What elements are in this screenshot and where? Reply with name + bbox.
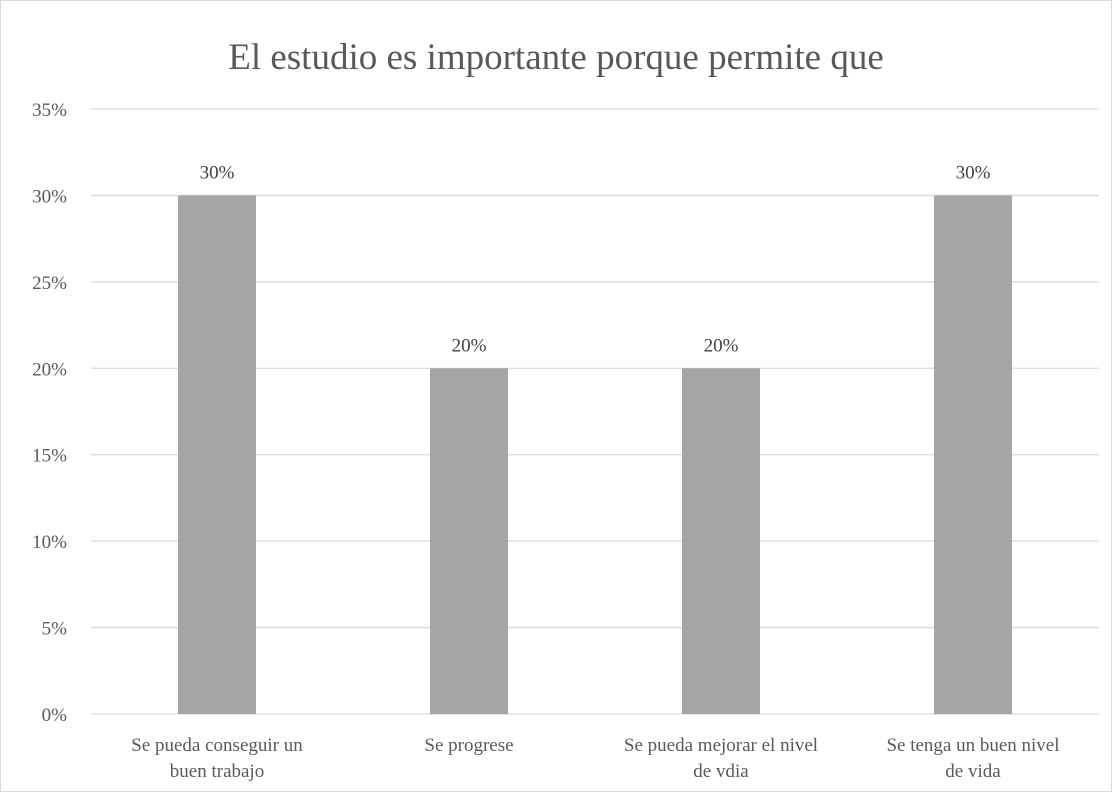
category-label: Se pueda conseguir un buen trabajo [131,735,303,782]
bar [682,368,760,714]
y-tick-label: 30% [32,186,67,207]
bar [430,368,508,714]
y-axis-ticks: 0% 5% 10% 15% 20% 25% 30% 35% [32,100,67,726]
y-tick-label: 15% [32,446,67,467]
bar [934,195,1012,714]
data-label: 30% [956,162,991,183]
data-label: 20% [452,335,487,356]
bars [178,195,1012,714]
gridlines [91,108,1099,715]
category-label: Se progrese [424,735,513,756]
category-label: Se pueda mejorar el nivel de vdia [624,735,818,782]
y-tick-label: 35% [32,100,67,121]
y-tick-label: 20% [32,359,67,380]
y-tick-label: 25% [32,273,67,294]
y-tick-label: 0% [42,705,68,726]
data-label: 20% [704,335,739,356]
y-tick-label: 10% [32,532,67,553]
chart-title: El estudio es importante porque permite … [228,37,884,78]
data-label: 30% [200,162,235,183]
bar [178,195,256,714]
y-tick-label: 5% [42,619,68,640]
category-labels: Se pueda conseguir un buen trabajo Se prog… [131,735,1059,782]
data-labels: 30% 20% 20% 30% [200,162,991,356]
category-label: Se tenga un buen nivel de vida [886,735,1059,782]
